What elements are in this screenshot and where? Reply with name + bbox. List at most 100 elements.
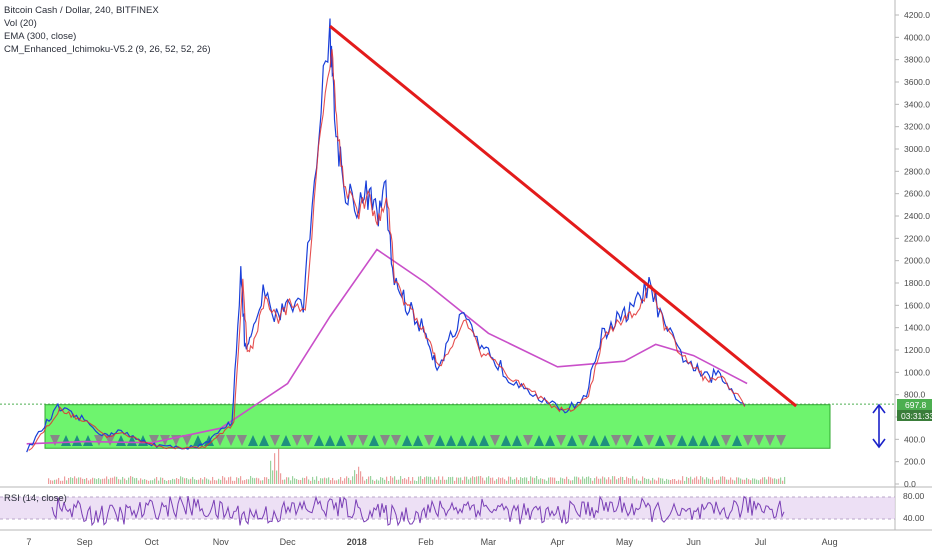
volume-bar (402, 478, 404, 484)
volume-bar (202, 479, 204, 484)
volume-bar (780, 477, 782, 484)
volume-bar (448, 476, 450, 484)
volume-bar (672, 479, 674, 484)
volume-bar (88, 480, 90, 484)
volume-bar (198, 479, 200, 484)
trendline[interactable] (329, 25, 798, 408)
volume-bar (104, 478, 106, 484)
rsi-legend[interactable]: RSI (14, close) (4, 493, 67, 504)
volume-bar (110, 477, 112, 484)
volume-bar (272, 470, 274, 484)
volume-bar (76, 478, 78, 484)
bull-triangle-marker (325, 435, 335, 446)
time-tick-label: Nov (213, 537, 230, 547)
ema-indicator-label[interactable]: EMA (300, close) (4, 31, 77, 42)
volume-bar (718, 479, 720, 484)
volume-bar (234, 480, 236, 484)
volume-bar (208, 479, 210, 484)
volume-bar (732, 479, 734, 484)
price-tick-label: 0.0 (904, 479, 916, 489)
bull-triangle-marker (193, 435, 203, 446)
bull-triangle-marker (369, 435, 379, 446)
volume-bar (60, 480, 62, 484)
bear-triangle-marker (149, 435, 159, 446)
volume-bar (734, 480, 736, 484)
volume-bar (714, 480, 716, 484)
time-tag (897, 410, 932, 421)
volume-bar (568, 479, 570, 484)
volume-bar (200, 477, 202, 484)
volume-bar (418, 476, 420, 484)
volume-bar (658, 477, 660, 484)
volume-bar (224, 477, 226, 484)
volume-bar (290, 480, 292, 484)
volume-bar (82, 478, 84, 484)
volume-bar (464, 476, 466, 484)
volume-bar (352, 476, 354, 484)
bear-triangle-marker (578, 435, 588, 446)
volume-bar (476, 476, 478, 484)
volume-bar (298, 479, 300, 484)
volume-bar (550, 477, 552, 484)
volume-bar (318, 480, 320, 484)
volume-bar (504, 479, 506, 484)
bear-triangle-marker (523, 435, 533, 446)
volume-bar (466, 476, 468, 484)
volume-bar (434, 477, 436, 484)
volume-bar (212, 476, 214, 484)
vol-indicator-label[interactable]: Vol (20) (4, 18, 37, 29)
volume-bar (150, 480, 152, 484)
volume-bar (376, 479, 378, 484)
volume-bar (162, 477, 164, 484)
price-tick-label: 1000.0 (904, 367, 930, 377)
volume-bar (646, 479, 648, 484)
symbol-title[interactable]: Bitcoin Cash / Dollar, 240, BITFINEX (4, 5, 159, 16)
volume-bar (726, 479, 728, 484)
bear-triangle-marker (611, 435, 621, 446)
time-tick-label: 7 (26, 537, 31, 547)
volume-bar (152, 480, 154, 484)
volume-bar (668, 479, 670, 484)
volume-bar (260, 480, 262, 484)
volume-bar (514, 479, 516, 484)
bull-triangle-marker (204, 435, 214, 446)
volume-bar (604, 477, 606, 484)
volume-bar (618, 478, 620, 484)
volume-bar (660, 478, 662, 484)
volume-bar (758, 480, 760, 484)
bear-triangle-marker (644, 435, 654, 446)
bear-triangle-marker (556, 435, 566, 446)
volume-bar (294, 478, 296, 484)
volume-bar (126, 480, 128, 484)
volume-bar (704, 479, 706, 484)
volume-bar (530, 476, 532, 484)
bear-triangle-marker (105, 435, 115, 446)
bear-triangle-marker (754, 435, 764, 446)
range-arrow[interactable] (872, 403, 886, 449)
ichimoku-indicator-label[interactable]: CM_Enhanced_Ichimoku-V5.2 (9, 26, 52, 52… (4, 44, 211, 55)
volume-bar (334, 480, 336, 484)
volume-bar (488, 476, 490, 484)
volume-bar (80, 477, 82, 484)
volume-bar (154, 478, 156, 484)
volume-bar (302, 477, 304, 484)
volume-bar (414, 480, 416, 484)
volume-bar (122, 476, 124, 484)
price-tick-label: 3400.0 (904, 99, 930, 109)
volume-bar (770, 477, 772, 484)
price-tick-label: 2000.0 (904, 256, 930, 266)
volume-bar (412, 477, 414, 484)
volume-bar (190, 478, 192, 484)
volume-bar (428, 476, 430, 484)
volume-bar (708, 478, 710, 484)
volume-bar (420, 476, 422, 484)
volume-bar (470, 477, 472, 484)
volume-bar (560, 477, 562, 484)
volume-bar (194, 479, 196, 484)
volume-bar (422, 479, 424, 484)
volume-bar (340, 476, 342, 484)
volume-bar (134, 478, 136, 484)
volume-bar (406, 479, 408, 484)
volume-bar (70, 477, 72, 484)
